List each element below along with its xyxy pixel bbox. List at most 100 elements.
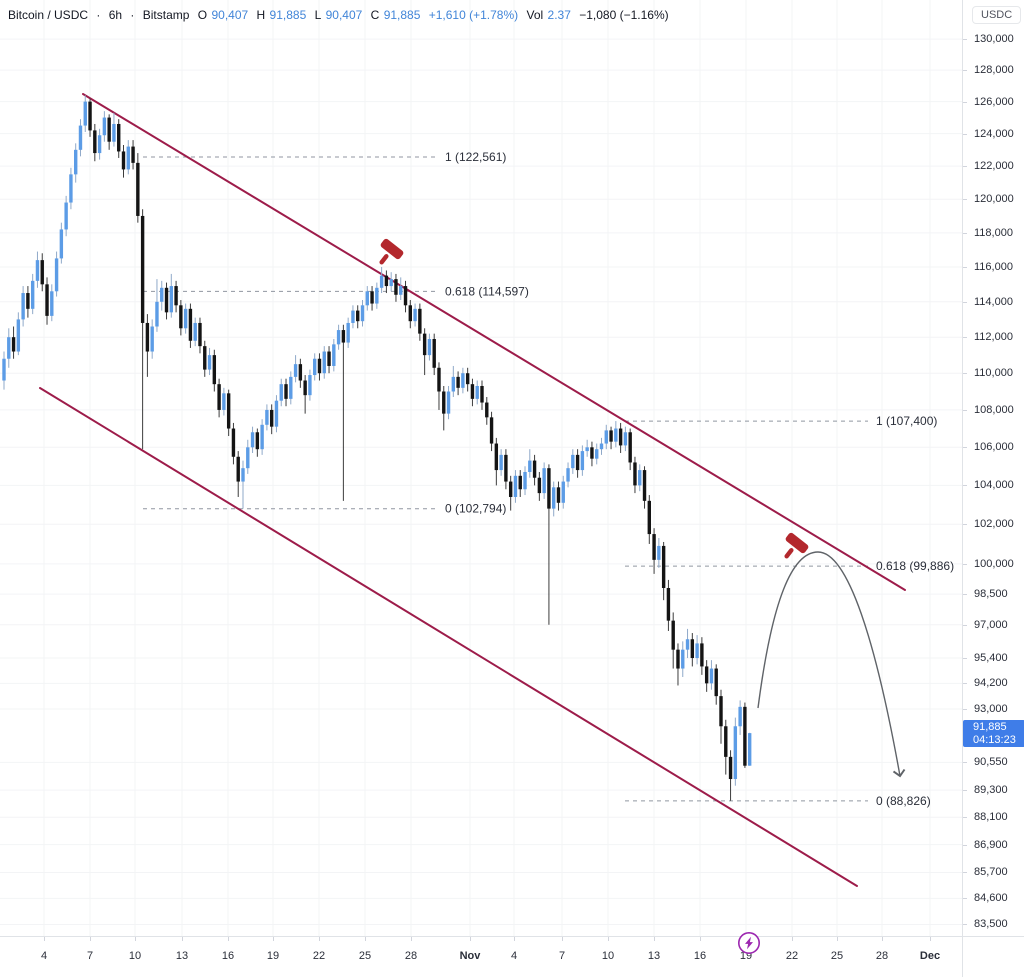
price-axis-label: 94,200 [974,677,1008,689]
candle [451,376,456,392]
last-price: 91,885 [973,721,1007,733]
candle [585,447,589,452]
candle [389,279,393,287]
interval-label[interactable]: 6h [108,8,123,22]
price-chart[interactable]: 1 (122,561)0.618 (114,597)0 (102,794)1 (… [0,0,962,936]
candle [614,428,618,442]
candle [408,305,412,322]
time-axis-label: 10 [601,950,615,962]
candle [54,258,59,292]
candle [604,430,608,444]
chart-area[interactable]: 1 (122,561) 0.618 (114,597) 0 (102,794) 1 (… [0,0,962,936]
price-axis-label: 84,600 [974,892,1008,904]
candle [724,726,728,757]
time-axis-label: 22 [312,950,326,962]
axis-corner [962,936,1024,977]
gavel-icon[interactable] [371,238,405,272]
time-axis-label: 16 [693,950,707,962]
fib-level-label: 0.618 (114,597) [445,284,529,298]
candle [45,284,49,316]
candle [35,260,40,281]
candle [638,470,642,486]
axis-tick [963,594,967,595]
candle [556,487,561,503]
candle [107,117,111,142]
candle [747,733,752,766]
time-axis-label: 28 [404,950,418,962]
time-axis[interactable]: 4 7 10 13 16 19 22 25 28 Nov 4 7 10 13 16 19 22 25 28 Dec [0,936,962,977]
time-axis-label: 22 [785,950,799,962]
price-axis-label: 97,000 [974,619,1008,631]
high-label: H [256,8,266,22]
low-value: 90,407 [325,8,363,22]
parallel-channel[interactable] [39,93,906,887]
candle [179,305,183,329]
candle [475,385,479,399]
candle [743,706,747,766]
candle [74,149,78,175]
gavel-icon[interactable] [776,532,810,566]
price-axis-label: 104,000 [974,479,1014,491]
candle [351,310,355,323]
candle [303,380,307,396]
price-axis[interactable]: USDC 91,885 04:13:23 130,000 128,000 126,0… [962,0,1024,936]
candle [236,456,240,482]
candle [131,146,135,163]
symbol-name[interactable]: Bitcoin / USDC [8,8,89,22]
candle [532,460,537,478]
time-axis-label: 10 [128,950,142,962]
currency-toggle[interactable]: USDC [972,6,1022,24]
axis-tick [963,898,967,899]
axis-tick [882,937,883,941]
candle [207,355,212,370]
candle [432,338,436,368]
fib-level-label: 0 (88,826) [876,794,931,808]
axis-tick [963,134,967,135]
exchange-label[interactable]: Bitstamp [142,8,190,22]
candle [709,668,714,684]
price-axis-label: 86,900 [974,839,1008,851]
candle [575,454,580,471]
axis-tick [792,937,793,941]
candle [322,351,326,374]
candle [508,481,513,497]
time-axis-label: 13 [647,950,661,962]
candle [513,475,518,497]
axis-tick [562,937,563,941]
candle [561,481,565,503]
lightning-mode-icon[interactable] [736,930,762,961]
candle [681,649,685,669]
candle [121,151,126,170]
candle [160,287,164,302]
axis-tick [963,447,967,448]
price-axis-label: 110,000 [974,367,1013,379]
candle [422,333,427,356]
price-axis-label: 83,500 [974,918,1008,930]
secondary-change-value: −1,080 (−1.16%) [579,8,669,22]
projection-arrow[interactable] [757,551,906,778]
candle [136,162,140,216]
candle [456,376,460,388]
candle [16,319,21,352]
grid [0,0,962,936]
fib-retracement-1[interactable]: 1 (122,561) 0.618 (114,597) 0 (102,794) [143,150,529,516]
axis-tick [182,937,183,941]
time-axis-label: 19 [266,950,280,962]
separator: · [96,8,101,22]
candle [547,468,551,509]
fib-retracement-2[interactable]: 1 (107,400) 0.618 (99,886) 0 (88,826) [625,414,954,808]
fib-level-label: 0.618 (99,886) [876,559,954,573]
time-axis-label: 4 [510,950,518,962]
axis-tick [963,762,967,763]
candle [413,308,417,322]
candle [26,293,30,309]
candle [88,101,92,131]
separator: · [130,8,135,22]
axis-tick [135,937,136,941]
candle [580,451,585,471]
candle [633,462,637,486]
axis-tick [319,937,320,941]
axis-tick [654,937,655,941]
candle [313,358,317,376]
price-axis-label: 85,700 [974,866,1008,878]
